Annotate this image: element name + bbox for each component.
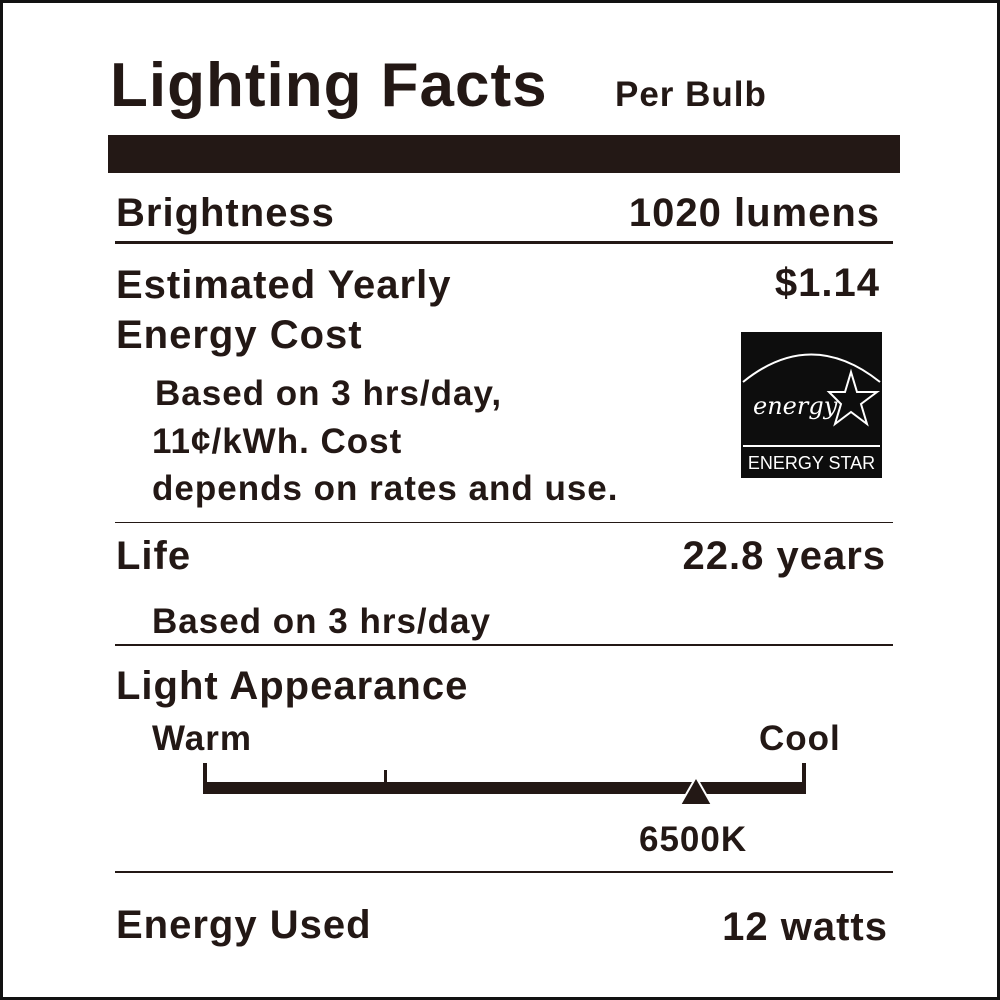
life-value: 22.8 years (682, 534, 886, 578)
energy-star-icon: energy (742, 353, 881, 447)
divider (115, 241, 893, 244)
label-title: Lighting Facts (110, 51, 548, 120)
divider (115, 522, 893, 523)
appearance-marker-icon (679, 776, 714, 806)
energy-star-text: ENERGY STAR (747, 453, 876, 473)
scale-tick (384, 770, 387, 794)
energy-used-label: Energy Used (116, 903, 372, 947)
cool-label: Cool (759, 719, 841, 758)
brightness-value: 1020 lumens (628, 191, 880, 235)
cost-note-2: 11¢/kWh. Cost (152, 422, 403, 461)
cost-label-1: Estimated Yearly (116, 263, 452, 307)
header-bar (108, 135, 900, 173)
appearance-scale-bar (203, 782, 806, 794)
cost-value: $1.14 (774, 261, 880, 305)
brightness-label: Brightness (116, 191, 335, 235)
divider (115, 644, 893, 646)
energy-star-logo: energy ENERGY STAR (741, 332, 882, 478)
appearance-label: Light Appearance (116, 664, 469, 708)
cost-label-2: Energy Cost (116, 313, 363, 357)
scale-end-cool (802, 763, 806, 794)
cost-note-3: depends on rates and use. (152, 469, 619, 508)
appearance-value: 6500K (639, 820, 748, 859)
per-bulb: Per Bulb (615, 75, 767, 114)
life-note: Based on 3 hrs/day (152, 602, 491, 641)
divider (115, 871, 893, 873)
life-label: Life (116, 534, 192, 578)
warm-label: Warm (152, 719, 252, 758)
scale-end-warm (203, 763, 207, 794)
cost-note-1: Based on 3 hrs/day, (155, 374, 503, 413)
energy-used-value: 12 watts (722, 905, 888, 949)
svg-text:energy: energy (753, 392, 838, 420)
